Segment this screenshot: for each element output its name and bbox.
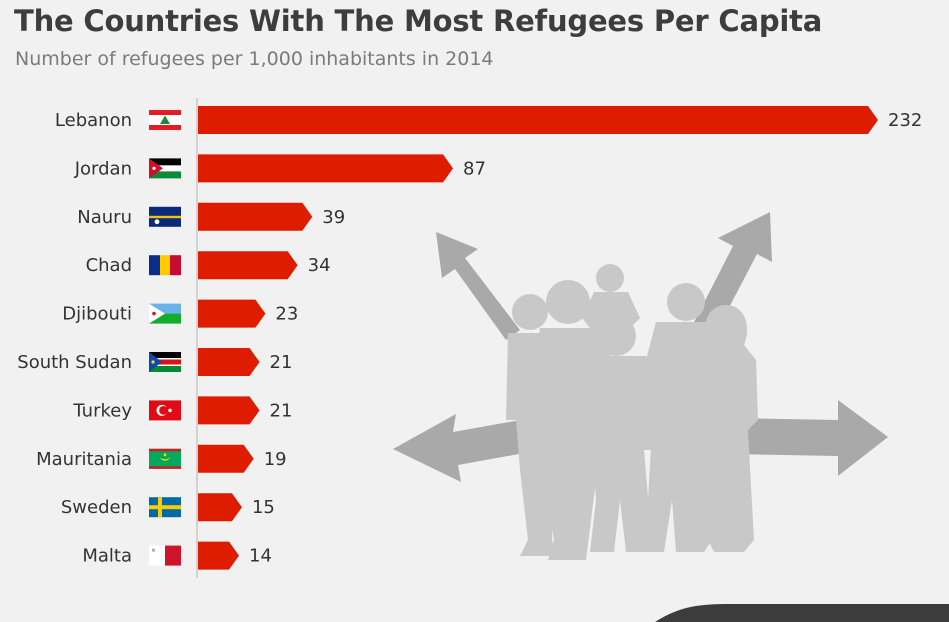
- category-label: Djibouti: [62, 304, 132, 325]
- bar: [198, 396, 260, 425]
- bar-row: Jordan 87: [74, 154, 486, 183]
- outward-arrows-icon: [393, 212, 888, 482]
- refugees-illustration: [393, 212, 888, 560]
- value-label: 21: [270, 400, 293, 421]
- bar-row: South Sudan 21: [17, 348, 292, 376]
- bar-row: Chad 34: [86, 251, 331, 280]
- bar-row: Turkey 21: [72, 396, 293, 425]
- mauritania-flag-icon: [149, 448, 181, 469]
- bar: [198, 251, 298, 280]
- bar: [198, 202, 313, 231]
- lebanon-flag-icon: [149, 110, 181, 130]
- bar-row: Nauru 39: [77, 202, 345, 231]
- value-label: 19: [264, 449, 287, 470]
- category-label: South Sudan: [17, 352, 132, 373]
- chad-flag-icon: [149, 255, 181, 276]
- bar-row: Lebanon 232: [55, 106, 922, 134]
- category-label: Turkey: [72, 400, 132, 421]
- jordan-flag-icon: [149, 158, 181, 179]
- djibouti-flag-icon: [149, 303, 181, 324]
- category-label: Jordan: [74, 158, 132, 179]
- value-label: 23: [275, 304, 298, 325]
- value-label: 15: [252, 497, 275, 518]
- value-label: 232: [888, 110, 922, 131]
- bar: [198, 541, 240, 570]
- south-sudan-flag-icon: [149, 352, 181, 372]
- turkey-flag-icon: [149, 400, 181, 421]
- sweden-flag-icon: [149, 497, 181, 518]
- category-label: Malta: [82, 546, 132, 567]
- bar: [198, 493, 242, 522]
- value-label: 21: [270, 352, 293, 373]
- bar-row: Sweden 15: [61, 493, 275, 522]
- chart-subtitle: Number of refugees per 1,000 inhabitants…: [15, 48, 494, 70]
- bar-row: Malta 14: [82, 541, 272, 570]
- bar: [198, 299, 266, 328]
- bar-row: Djibouti 23: [62, 299, 298, 328]
- chart-title: The Countries With The Most Refugees Per…: [14, 4, 823, 38]
- bars-layer: Lebanon 232 Jordan 87 Nauru 39 Chad 34 Djibouti 2…: [17, 106, 922, 570]
- value-label: 87: [463, 158, 486, 179]
- category-label: Lebanon: [55, 110, 132, 131]
- bar: [198, 444, 254, 473]
- corner-decoration: [655, 604, 949, 622]
- bar: [198, 154, 453, 183]
- bar: [198, 106, 878, 134]
- family-silhouette-icon: [506, 264, 758, 560]
- value-label: 39: [322, 207, 345, 228]
- malta-flag-icon: [149, 545, 181, 566]
- bar-row: Mauritania 19: [36, 444, 287, 473]
- value-label: 14: [249, 546, 272, 567]
- category-label: Chad: [86, 255, 132, 276]
- category-label: Sweden: [61, 497, 132, 518]
- category-label: Nauru: [77, 207, 132, 228]
- bar: [198, 348, 260, 376]
- nauru-flag-icon: [149, 206, 181, 227]
- value-label: 34: [308, 255, 331, 276]
- category-label: Mauritania: [36, 449, 132, 470]
